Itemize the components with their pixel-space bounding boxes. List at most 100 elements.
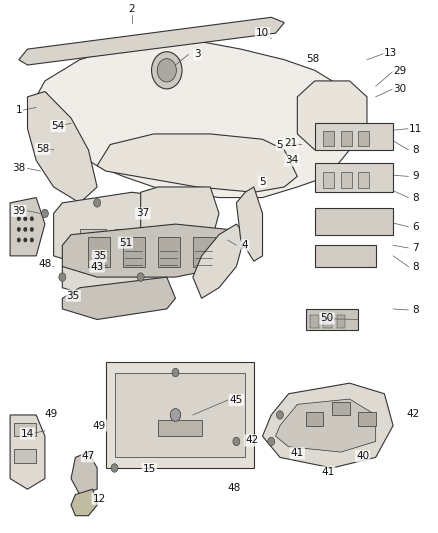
Bar: [311, 315, 319, 328]
Text: 41: 41: [291, 448, 304, 458]
Text: 58: 58: [36, 144, 49, 154]
Text: 8: 8: [413, 305, 419, 315]
Polygon shape: [193, 224, 245, 298]
Text: 40: 40: [356, 451, 369, 462]
Circle shape: [276, 411, 283, 419]
Text: 29: 29: [393, 67, 406, 76]
Polygon shape: [237, 187, 262, 261]
Bar: [332, 402, 350, 415]
Polygon shape: [28, 92, 97, 203]
Circle shape: [268, 437, 275, 446]
Text: 8: 8: [413, 262, 419, 271]
Text: 10: 10: [256, 28, 269, 38]
Circle shape: [233, 437, 240, 446]
Polygon shape: [10, 415, 45, 489]
Circle shape: [17, 238, 21, 242]
Circle shape: [30, 238, 34, 242]
Text: 5: 5: [277, 140, 283, 150]
Circle shape: [17, 216, 21, 221]
Bar: [193, 237, 215, 266]
Circle shape: [157, 59, 177, 82]
Circle shape: [94, 199, 101, 207]
Text: 54: 54: [51, 121, 64, 131]
Polygon shape: [71, 489, 97, 516]
Bar: [323, 315, 332, 328]
Bar: [14, 423, 36, 436]
Bar: [306, 309, 358, 330]
Polygon shape: [141, 187, 219, 256]
Bar: [315, 245, 376, 266]
Bar: [88, 237, 110, 266]
Text: 51: 51: [119, 238, 132, 248]
Bar: [158, 420, 201, 436]
Circle shape: [111, 464, 118, 472]
Text: 13: 13: [384, 49, 398, 58]
Polygon shape: [62, 277, 176, 319]
Text: 3: 3: [194, 50, 201, 59]
Bar: [336, 315, 345, 328]
Polygon shape: [71, 452, 97, 495]
Bar: [358, 172, 369, 188]
Text: 12: 12: [93, 494, 106, 504]
Bar: [306, 413, 323, 425]
Bar: [323, 131, 334, 146]
Polygon shape: [19, 17, 284, 65]
Text: 42: 42: [245, 435, 258, 446]
Text: 43: 43: [91, 262, 104, 271]
Circle shape: [42, 209, 48, 217]
Text: 35: 35: [67, 290, 80, 301]
Text: 30: 30: [393, 84, 406, 94]
Bar: [358, 131, 369, 146]
Text: 48: 48: [38, 259, 52, 269]
Text: 45: 45: [230, 395, 243, 405]
Bar: [80, 229, 106, 251]
Bar: [14, 449, 36, 463]
Bar: [115, 373, 245, 457]
Text: 1: 1: [15, 105, 22, 115]
Circle shape: [24, 238, 27, 242]
Text: 49: 49: [93, 421, 106, 431]
Bar: [315, 163, 393, 192]
Text: 21: 21: [284, 139, 297, 149]
Circle shape: [24, 227, 27, 231]
Circle shape: [172, 368, 179, 377]
Polygon shape: [53, 192, 176, 266]
Text: 14: 14: [21, 429, 34, 439]
Bar: [106, 362, 254, 468]
Text: 5: 5: [259, 176, 266, 187]
Text: 38: 38: [12, 164, 25, 173]
Text: 37: 37: [136, 208, 149, 219]
Text: 47: 47: [82, 451, 95, 462]
Circle shape: [59, 273, 66, 281]
Text: 8: 8: [413, 145, 419, 155]
Circle shape: [24, 216, 27, 221]
Circle shape: [152, 52, 182, 89]
Text: 4: 4: [242, 240, 248, 251]
Bar: [341, 131, 352, 146]
Circle shape: [30, 227, 34, 231]
Text: 8: 8: [413, 192, 419, 203]
Text: 50: 50: [320, 313, 333, 324]
Bar: [358, 413, 376, 425]
Bar: [323, 172, 334, 188]
Bar: [158, 237, 180, 266]
Text: 48: 48: [228, 483, 241, 493]
Polygon shape: [62, 245, 167, 298]
Text: 2: 2: [129, 4, 135, 14]
Bar: [115, 229, 141, 251]
Circle shape: [30, 216, 34, 221]
Text: 9: 9: [413, 172, 419, 181]
Bar: [315, 123, 393, 150]
Circle shape: [17, 227, 21, 231]
Text: 49: 49: [45, 409, 58, 419]
Polygon shape: [62, 224, 245, 277]
Text: 15: 15: [143, 464, 156, 474]
Bar: [315, 208, 393, 235]
Text: 58: 58: [306, 54, 319, 63]
Text: 7: 7: [413, 243, 419, 253]
Text: 11: 11: [409, 124, 422, 134]
Polygon shape: [276, 399, 376, 452]
Polygon shape: [36, 38, 358, 198]
Text: 41: 41: [321, 467, 335, 477]
Polygon shape: [262, 383, 393, 468]
